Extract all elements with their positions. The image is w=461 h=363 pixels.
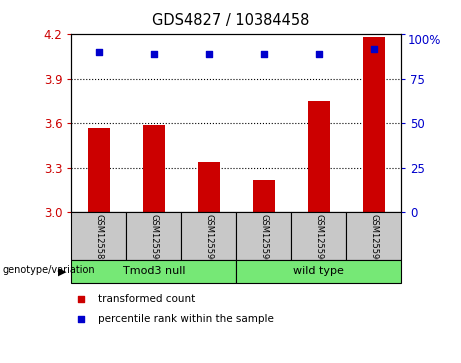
Text: wild type: wild type bbox=[293, 266, 344, 276]
Bar bbox=[181, 212, 236, 260]
Point bbox=[150, 51, 158, 57]
Bar bbox=[198, 162, 220, 212]
Bar bbox=[143, 125, 165, 212]
Point bbox=[77, 296, 85, 302]
Point bbox=[260, 51, 267, 57]
Text: percentile rank within the sample: percentile rank within the sample bbox=[98, 314, 274, 325]
Point bbox=[315, 51, 322, 57]
Text: GSM1255901: GSM1255901 bbox=[204, 214, 213, 269]
Point bbox=[95, 49, 103, 55]
Bar bbox=[236, 212, 291, 260]
Bar bbox=[126, 212, 181, 260]
Bar bbox=[71, 212, 126, 260]
Text: Tmod3 null: Tmod3 null bbox=[123, 266, 185, 276]
Point bbox=[77, 317, 85, 322]
Text: 100%: 100% bbox=[408, 34, 441, 48]
Text: ▶: ▶ bbox=[59, 266, 67, 276]
Bar bbox=[88, 128, 110, 212]
Bar bbox=[253, 180, 275, 212]
Text: GSM1255902: GSM1255902 bbox=[259, 214, 268, 269]
Bar bbox=[307, 101, 330, 212]
Point bbox=[205, 51, 213, 57]
Bar bbox=[291, 212, 346, 260]
Text: genotype/variation: genotype/variation bbox=[2, 265, 95, 274]
Text: GSM1255903: GSM1255903 bbox=[314, 214, 323, 270]
Bar bbox=[363, 37, 384, 212]
Bar bbox=[236, 260, 401, 283]
Text: transformed count: transformed count bbox=[98, 294, 195, 304]
Text: GDS4827 / 10384458: GDS4827 / 10384458 bbox=[152, 13, 309, 28]
Point bbox=[370, 46, 377, 52]
Bar bbox=[71, 260, 236, 283]
Text: GSM1255904: GSM1255904 bbox=[369, 214, 378, 269]
Text: GSM1255899: GSM1255899 bbox=[95, 214, 103, 270]
Text: GSM1255900: GSM1255900 bbox=[149, 214, 159, 269]
Bar bbox=[346, 212, 401, 260]
